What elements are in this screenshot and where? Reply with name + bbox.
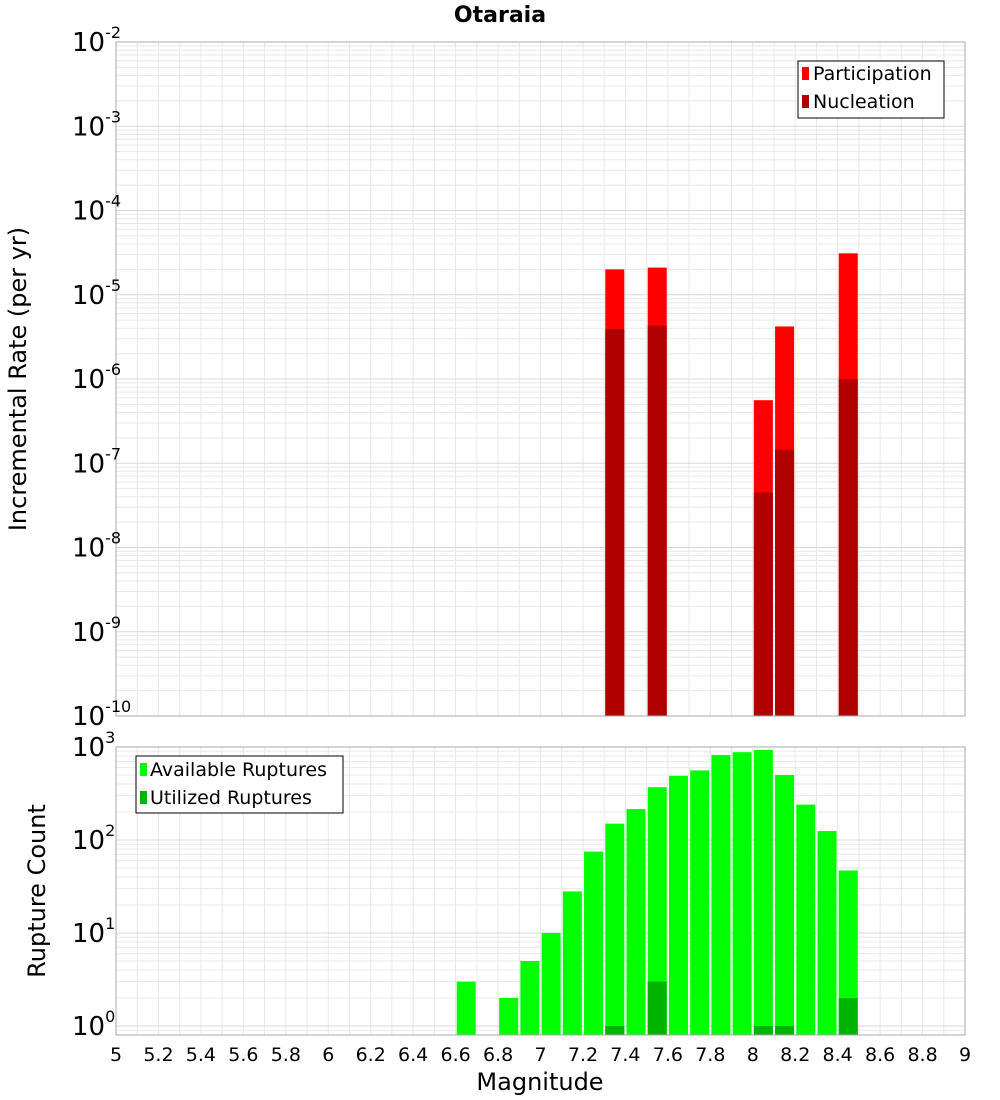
x-tick-label: 7.6 bbox=[653, 1044, 683, 1066]
bar-available-ruptures bbox=[690, 770, 710, 1035]
bar-available-ruptures bbox=[605, 823, 625, 1035]
bar-utilized-ruptures bbox=[753, 1025, 773, 1035]
bar-available-ruptures bbox=[584, 851, 604, 1035]
bottom-legend-box bbox=[135, 755, 344, 814]
bar-available-ruptures bbox=[520, 960, 540, 1035]
x-tick-label: 6.8 bbox=[483, 1044, 513, 1066]
chart-title: Otaraia bbox=[454, 3, 546, 28]
y-tick-label: 10-10 bbox=[72, 697, 131, 732]
x-tick-label: 8.4 bbox=[823, 1044, 853, 1066]
bar-available-ruptures bbox=[499, 997, 519, 1035]
x-tick-label: 7 bbox=[534, 1044, 546, 1066]
y-tick-label: 10-5 bbox=[72, 276, 121, 311]
y-tick-label: 10-6 bbox=[72, 360, 121, 395]
bar-available-ruptures bbox=[562, 891, 582, 1035]
bar-nucleation bbox=[838, 379, 858, 716]
x-tick-label: 8 bbox=[747, 1044, 759, 1066]
top-panel: 10-10 10-9 10-8 10-7 10-6 10-5 10-4 10-3 10-2 In… bbox=[4, 23, 966, 732]
legend-swatch-available bbox=[140, 763, 147, 776]
bar-utilized-ruptures bbox=[775, 1025, 795, 1035]
bar-available-ruptures bbox=[647, 787, 667, 1035]
x-tick-label: 6.4 bbox=[398, 1044, 428, 1066]
x-tick-label: 8.6 bbox=[865, 1044, 895, 1066]
bar-available-ruptures bbox=[796, 804, 816, 1035]
bottom-plot-border bbox=[115, 746, 966, 1036]
legend-label-utilized: Utilized Ruptures bbox=[150, 787, 312, 809]
top-grid bbox=[115, 41, 966, 717]
top-y-axis-label: Incremental Rate (per yr) bbox=[4, 227, 32, 531]
bar-available-ruptures bbox=[626, 809, 646, 1035]
x-tick-label: 5.8 bbox=[271, 1044, 301, 1066]
x-axis-label: Magnitude bbox=[476, 1068, 603, 1096]
x-tick-label: 6 bbox=[322, 1044, 334, 1066]
bar-utilized-ruptures bbox=[605, 1025, 625, 1035]
x-tick-label: 7.8 bbox=[695, 1044, 725, 1066]
x-tick-label: 7.4 bbox=[610, 1044, 640, 1066]
x-tick-label: 8.8 bbox=[907, 1044, 937, 1066]
bar-nucleation bbox=[647, 325, 667, 716]
x-tick-label: 5.4 bbox=[186, 1044, 216, 1066]
legend-swatch-participation bbox=[802, 67, 809, 80]
x-tick-label: 5.2 bbox=[143, 1044, 173, 1066]
bar-nucleation bbox=[605, 329, 625, 716]
y-tick-label: 100 bbox=[72, 1007, 115, 1042]
legend-label-nucleation: Nucleation bbox=[813, 91, 915, 113]
bar-nucleation bbox=[753, 492, 773, 716]
bar-available-ruptures bbox=[711, 755, 731, 1035]
y-tick-label: 101 bbox=[72, 914, 115, 949]
top-y-tick-labels: 10-10 10-9 10-8 10-7 10-6 10-5 10-4 10-3 10-2 bbox=[72, 23, 131, 732]
y-tick-label: 10-3 bbox=[72, 107, 121, 142]
x-tick-labels: 5 5.2 5.4 5.6 5.8 6 6.2 6.4 6.6 6.8 7 7.2 7.4 7.6 7.8 8… bbox=[110, 1044, 971, 1066]
bar-utilized-ruptures bbox=[838, 997, 858, 1035]
bar-available-ruptures bbox=[753, 749, 773, 1035]
bottom-panel: 100 101 102 103 5 5.2 5.4 5.6 5.8 6 6.2 6.4 6.6 6.8 7… bbox=[23, 728, 971, 1096]
bar-available-ruptures bbox=[732, 752, 752, 1035]
y-tick-label: 10-4 bbox=[72, 192, 121, 227]
top-legend: Participation Nucleation bbox=[797, 60, 945, 119]
legend-swatch-nucleation bbox=[802, 95, 809, 108]
bar-available-ruptures bbox=[775, 774, 795, 1035]
y-tick-label: 103 bbox=[72, 728, 115, 763]
y-tick-label: 10-7 bbox=[72, 444, 121, 479]
bottom-y-axis-label: Rupture Count bbox=[23, 804, 51, 978]
y-tick-label: 10-8 bbox=[72, 529, 121, 564]
x-tick-label: 5.6 bbox=[228, 1044, 258, 1066]
bar-available-ruptures bbox=[456, 981, 476, 1035]
bottom-legend: Available Ruptures Utilized Ruptures bbox=[135, 755, 344, 814]
bar-nucleation bbox=[775, 449, 795, 716]
legend-label-participation: Participation bbox=[813, 63, 932, 85]
bar-available-ruptures bbox=[541, 932, 561, 1035]
bar-available-ruptures bbox=[838, 870, 858, 1035]
bottom-bars bbox=[456, 749, 858, 1035]
bar-available-ruptures bbox=[668, 775, 688, 1035]
legend-swatch-utilized bbox=[140, 791, 147, 804]
x-tick-label: 9 bbox=[959, 1044, 971, 1066]
top-plot-border bbox=[115, 41, 966, 717]
bar-available-ruptures bbox=[817, 830, 837, 1035]
top-bars bbox=[605, 253, 858, 716]
top-legend-box bbox=[797, 60, 945, 119]
bar-utilized-ruptures bbox=[647, 981, 667, 1035]
y-tick-label: 10-9 bbox=[72, 613, 121, 648]
x-tick-label: 5 bbox=[110, 1044, 122, 1066]
y-tick-label: 10-2 bbox=[72, 23, 121, 58]
y-tick-label: 102 bbox=[72, 821, 115, 856]
x-tick-label: 8.2 bbox=[780, 1044, 810, 1066]
x-tick-label: 6.2 bbox=[356, 1044, 386, 1066]
x-tick-label: 6.6 bbox=[440, 1044, 470, 1066]
x-tick-label: 7.2 bbox=[568, 1044, 598, 1066]
bottom-y-tick-labels: 100 101 102 103 bbox=[72, 728, 115, 1042]
legend-label-available: Available Ruptures bbox=[150, 759, 327, 781]
